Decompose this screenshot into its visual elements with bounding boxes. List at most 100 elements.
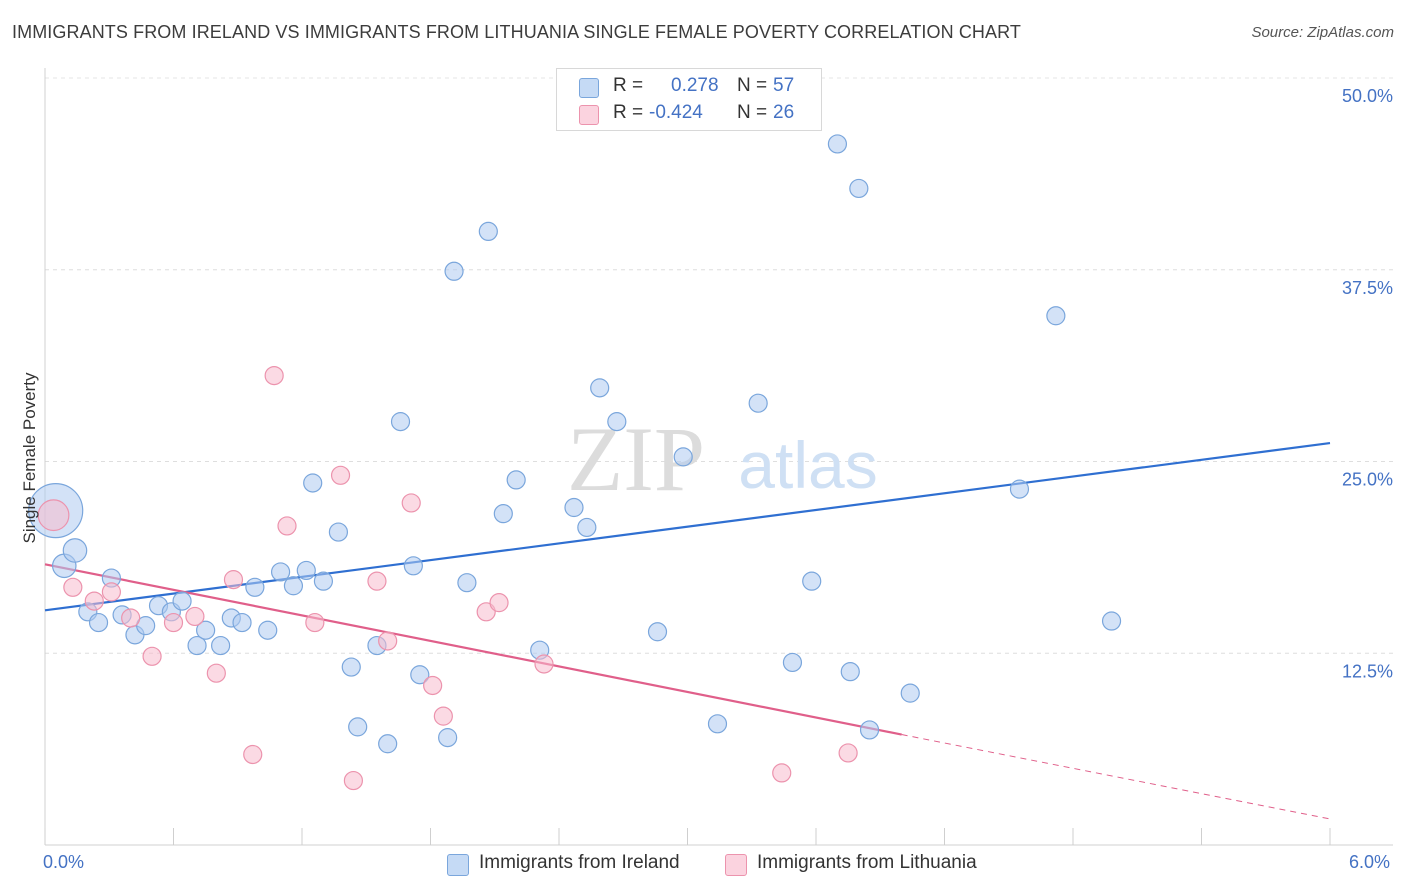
y-axis-title: Single Female Poverty [20,372,39,544]
ireland-point [900,683,920,703]
gridlines [45,77,1393,654]
lithuania-point [367,571,387,591]
ireland-point [410,665,430,685]
r-label: R = [613,102,644,123]
lithuania-trend-line-extension [901,734,1331,820]
ireland-point [673,447,693,467]
ireland-point [748,393,768,413]
ireland-point [403,556,423,576]
ireland-point [313,571,334,591]
lithuania-point [305,612,325,633]
lithuania-point [121,608,141,628]
ireland-point [647,622,668,642]
lithuania-point [37,499,70,532]
ireland-point [296,560,316,581]
lithuania-swatch [579,105,599,125]
ireland-point [196,620,216,640]
ireland-point [328,522,349,542]
ireland-n-value: 57 [773,75,795,96]
lithuania-point [343,770,363,791]
ireland-point [1046,306,1066,326]
ireland-point [707,714,728,734]
lithuania-point [223,570,244,590]
lithuania-point [142,646,162,666]
source-credit: Source: ZipAtlas.com [1251,24,1394,41]
ireland-point [1009,479,1030,499]
ireland-point [590,378,610,398]
ireland-point [478,221,498,241]
lithuania-point [243,744,263,765]
lithuania-point [838,743,858,763]
x-tick-label-max: 6.0% [1349,852,1391,872]
lithuania-point [330,465,351,485]
y-tick-label: 25.0% [1342,470,1393,490]
ireland-point [258,620,278,640]
ireland-legend-swatch [447,854,469,876]
ireland-point [438,728,458,748]
data-points [28,134,1122,791]
ireland-legend-label: Immigrants from Ireland [479,852,680,873]
ireland-point [283,576,304,596]
lithuania-trend-line [44,563,902,736]
ireland-point [88,612,109,633]
ireland-point [303,473,323,493]
lithuania-point [489,593,509,613]
ireland-point [211,635,231,656]
ireland-point [341,657,361,677]
correlation-legend: R = 0.278 N = 57 R = -0.424 N = 26 [556,68,822,131]
y-tick-label: 12.5% [1342,661,1393,681]
ireland-point [378,734,398,754]
ireland-point [782,652,803,673]
watermark-atlas: atlas [738,428,877,502]
lithuania-point [163,612,184,633]
ireland-point [859,720,880,740]
lithuania-point [84,591,104,611]
lithuania-legend-label: Immigrants from Lithuania [757,852,977,873]
ireland-point [840,662,860,682]
lithuania-point [772,763,792,783]
ireland-point [232,612,252,633]
lithuania-point [277,516,297,536]
ireland-point [136,616,156,636]
lithuania-point [185,606,205,627]
ireland-swatch [579,78,599,98]
lithuania-point [534,654,554,674]
ireland-point [849,178,869,199]
ireland-point [827,134,848,154]
r-label: R = [613,75,644,96]
ireland-point [348,717,368,737]
lithuania-n-value: 26 [773,102,795,123]
ireland-point [564,497,584,518]
ireland-point [506,470,526,490]
ireland-point [187,635,207,656]
lithuania-r-value: -0.424 [649,102,703,123]
ireland-point [457,573,477,593]
ireland-point [270,562,291,582]
watermark: ZIP atlas [567,408,878,510]
lithuania-legend-swatch [725,854,747,876]
chart-title: IMMIGRANTS FROM IRELAND VS IMMIGRANTS FR… [12,22,1021,42]
lithuania-point [378,631,398,651]
y-tick-label: 37.5% [1342,278,1393,298]
n-label: N = [737,75,768,96]
ireland-point [493,504,513,524]
lithuania-point [433,706,453,726]
ireland-point [577,517,597,538]
lithuania-point [206,663,226,683]
lithuania-point [264,365,284,386]
lithuania-point [101,582,121,602]
x-tick-label-min: 0.0% [43,852,85,872]
y-tick-label: 50.0% [1342,86,1393,106]
axes [44,68,1393,846]
lithuania-point [63,577,83,597]
lithuania-point [423,675,443,696]
ireland-point [607,412,627,432]
n-label: N = [737,102,768,123]
ireland-point [802,571,822,591]
y-tick-labels: 12.5% 25.0% 37.5% 50.0% [1342,86,1393,681]
ireland-point [62,538,88,563]
ireland-point [390,412,411,432]
lithuania-point [401,493,421,513]
ireland-point [172,591,192,611]
